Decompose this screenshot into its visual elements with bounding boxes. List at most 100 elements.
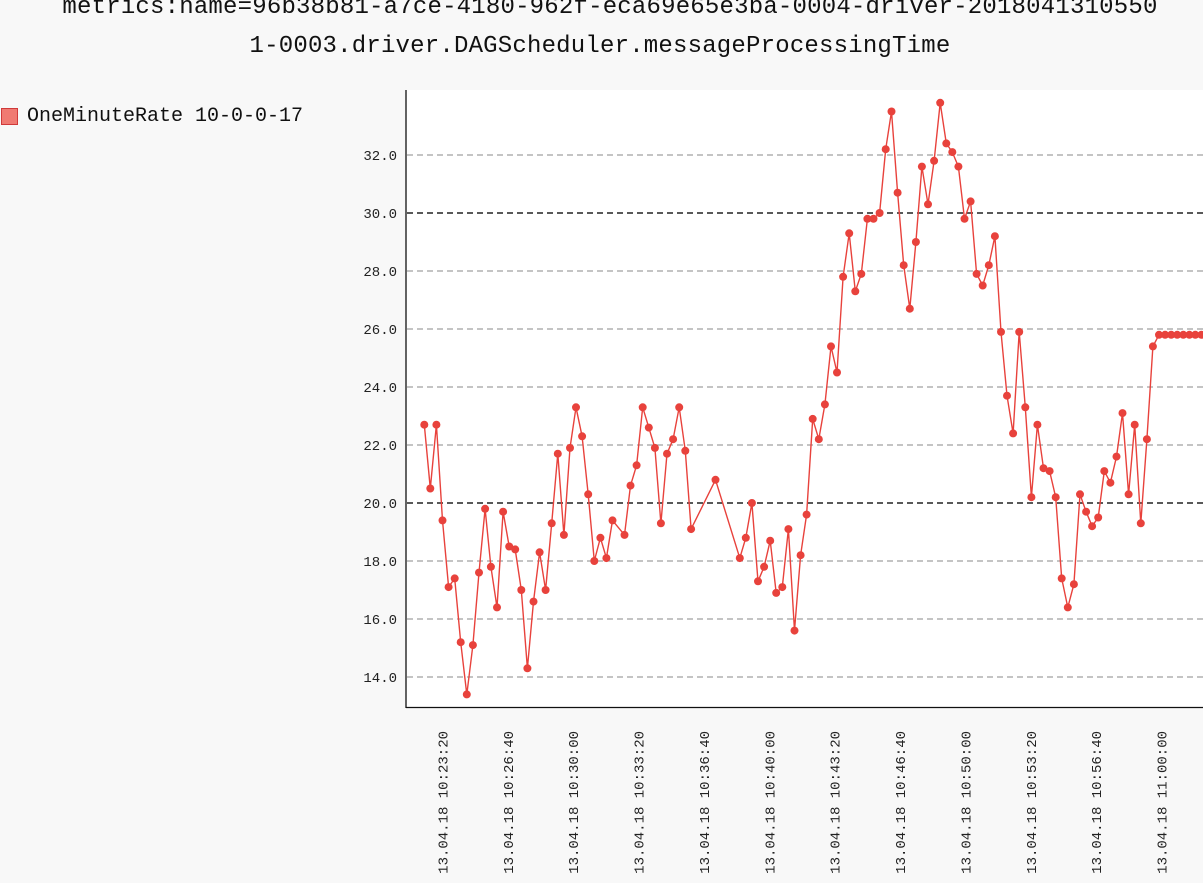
- data-point: [1015, 327, 1024, 336]
- data-point: [881, 145, 890, 154]
- data-point: [669, 435, 678, 444]
- data-point: [857, 269, 866, 278]
- data-point: [1057, 574, 1066, 583]
- data-point: [905, 304, 914, 313]
- data-point: [869, 214, 878, 223]
- x-tick-label: 13.04.18 10:46:40: [894, 731, 910, 874]
- data-point: [972, 269, 981, 278]
- data-point: [808, 414, 817, 423]
- data-point: [833, 368, 841, 377]
- data-point: [1179, 330, 1188, 339]
- data-point: [1076, 490, 1084, 499]
- data-point: [741, 533, 750, 542]
- data-point: [893, 188, 902, 197]
- data-point: [481, 504, 490, 513]
- data-point: [1021, 403, 1030, 412]
- data-point: [608, 516, 617, 525]
- data-point: [747, 499, 756, 507]
- data-point: [930, 156, 939, 165]
- data-point: [1045, 467, 1054, 476]
- x-tick-label: 13.04.18 11:00:00: [1156, 731, 1172, 874]
- data-point: [456, 638, 465, 647]
- chart-title-line-1: metrics:name=96b38b81-a7ce-4180-962f-eca…: [62, 0, 1158, 21]
- data-point: [535, 548, 544, 557]
- x-tick-label: 13.04.18 10:23:20: [437, 731, 453, 874]
- data-point: [790, 626, 799, 635]
- data-point: [911, 238, 920, 246]
- data-point: [499, 507, 508, 516]
- data-point: [942, 139, 951, 148]
- data-point: [1136, 519, 1145, 528]
- data-point: [493, 603, 501, 612]
- data-point: [984, 261, 993, 270]
- data-point: [578, 432, 587, 441]
- data-point: [486, 562, 495, 571]
- data-point: [566, 443, 574, 452]
- data-point: [547, 519, 556, 528]
- data-point: [960, 214, 969, 223]
- data-point: [778, 583, 787, 592]
- data-point: [620, 530, 629, 539]
- data-point: [1003, 391, 1011, 400]
- data-point: [572, 403, 580, 412]
- data-point: [1130, 420, 1139, 429]
- data-point: [644, 423, 653, 432]
- data-point: [760, 562, 769, 571]
- data-point: [584, 490, 593, 499]
- data-point: [966, 197, 975, 206]
- data-point: [1082, 507, 1091, 516]
- data-point: [1142, 435, 1151, 444]
- series-group: [420, 98, 1203, 699]
- data-point: [1039, 464, 1048, 473]
- x-tick-label: 13.04.18 10:43:20: [829, 731, 845, 874]
- data-point: [814, 435, 823, 444]
- x-tick-label: 13.04.18 10:50:00: [959, 731, 975, 874]
- data-point: [511, 545, 520, 554]
- x-tick-label: 13.04.18 10:30:00: [567, 731, 583, 874]
- data-point: [523, 664, 532, 673]
- data-point: [590, 557, 599, 565]
- data-point: [954, 162, 963, 171]
- data-point: [444, 583, 453, 592]
- data-point: [766, 536, 775, 545]
- data-point: [1191, 330, 1200, 339]
- x-tick-label: 13.04.18 10:40:00: [763, 731, 779, 874]
- data-point: [851, 287, 860, 296]
- y-tick-label: 22.0: [363, 439, 397, 455]
- legend-label: OneMinuteRate 10-0-0-17: [27, 104, 304, 128]
- x-tick-label: 13.04.18 10:26:40: [502, 731, 518, 874]
- data-point: [711, 475, 720, 484]
- data-point: [553, 449, 562, 458]
- data-point: [936, 98, 945, 107]
- data-point: [517, 586, 526, 594]
- data-point: [1197, 330, 1203, 339]
- data-point: [1094, 513, 1103, 522]
- data-point: [1069, 580, 1078, 589]
- data-point: [1173, 330, 1182, 339]
- x-tick-label: 13.04.18 10:53:20: [1025, 731, 1041, 874]
- data-point: [1124, 490, 1133, 499]
- data-point: [875, 209, 884, 217]
- x-tick-label: 13.04.18 10:33:20: [633, 731, 649, 874]
- legend-swatch: [1, 107, 18, 125]
- data-point: [626, 481, 635, 490]
- legend: OneMinuteRate 10-0-0-17: [1, 104, 303, 128]
- data-point: [827, 342, 835, 351]
- data-point: [541, 586, 550, 594]
- data-point: [1106, 478, 1115, 487]
- data-point: [650, 443, 659, 452]
- data-point: [887, 107, 896, 116]
- y-tick-label: 32.0: [363, 149, 397, 165]
- data-point: [1088, 522, 1097, 531]
- y-tick-label: 16.0: [363, 613, 397, 629]
- data-point: [475, 568, 483, 577]
- x-tick-label: 13.04.18 10:36:40: [698, 731, 714, 874]
- y-tick-label: 18.0: [363, 555, 397, 571]
- data-point: [596, 533, 605, 542]
- data-point: [917, 162, 926, 171]
- data-point: [1167, 330, 1176, 339]
- series-line: [423, 102, 1203, 696]
- data-point: [432, 420, 441, 429]
